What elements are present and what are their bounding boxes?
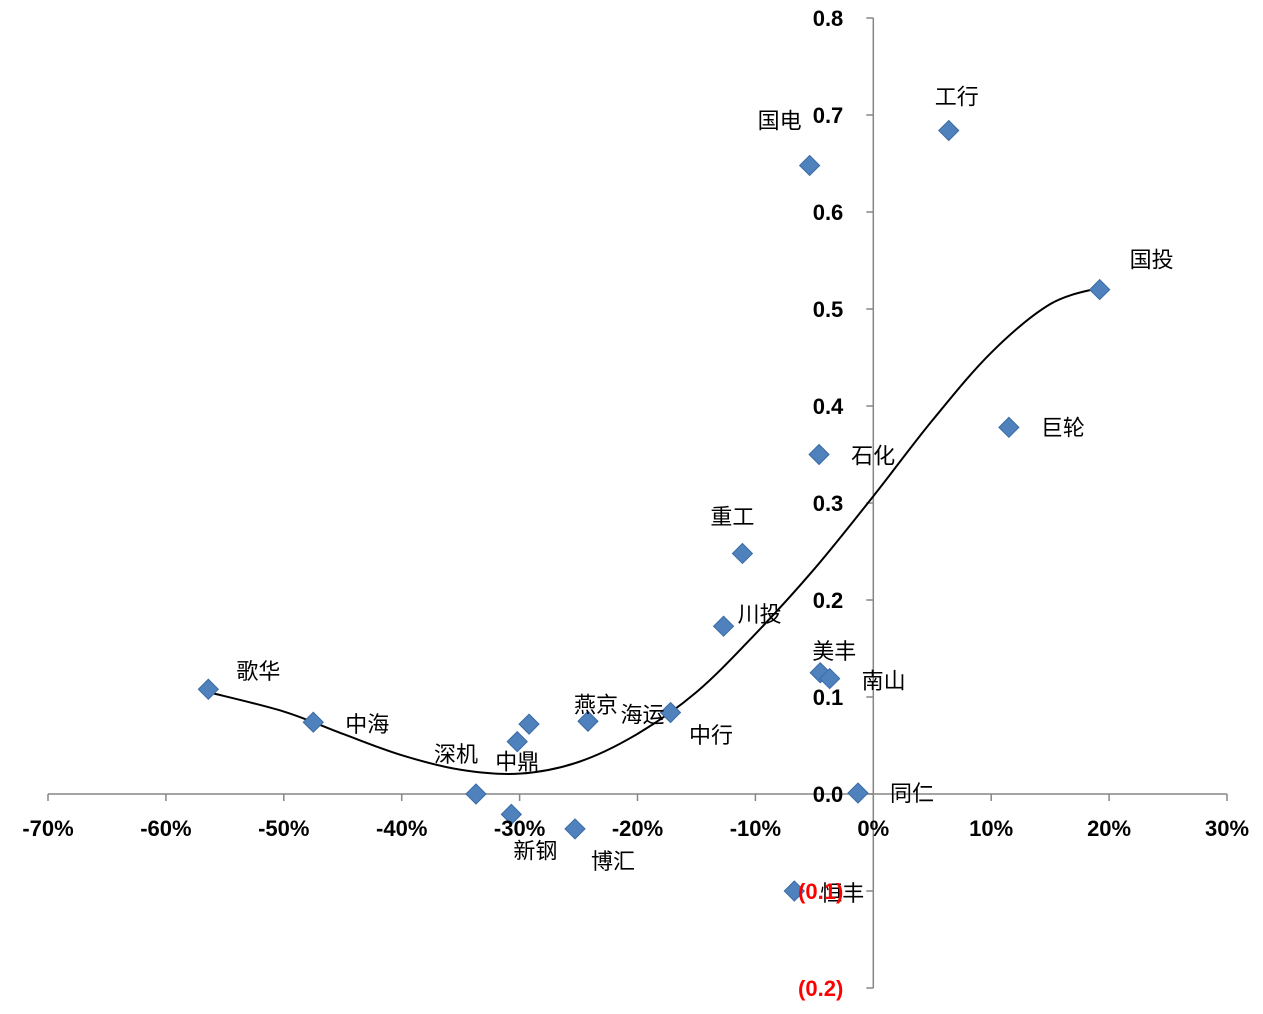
point-label: 工行 (935, 86, 979, 111)
data-point-marker (564, 818, 586, 840)
y-tick-label: 0.4 (813, 394, 844, 419)
data-point-marker (712, 615, 735, 637)
data-point-marker (798, 154, 821, 177)
data-point-marker (506, 730, 528, 753)
tick-labels: -70% -60% -50% -40% -30% -20% -10% 0% 10% 20% 30% 0… (22, 6, 1249, 1001)
x-tick-label: 20% (1087, 816, 1131, 841)
data-point-marker (847, 782, 869, 804)
point-label: 中鼎 (495, 751, 539, 776)
data-point-marker (197, 678, 220, 700)
data-point-marker (808, 443, 830, 466)
y-tick-label: 0.3 (813, 491, 844, 516)
data-point-marker (938, 119, 960, 142)
x-tick-label: -40% (376, 816, 427, 841)
data-point-marker (518, 713, 540, 735)
point-label: 中海 (345, 713, 389, 738)
x-tick-label: -60% (140, 816, 191, 841)
y-tick-label: (0.2) (798, 976, 843, 1001)
x-tick-label: 0% (857, 816, 889, 841)
point-label: 中行 (689, 724, 733, 749)
point-label: 巨轮 (1041, 416, 1085, 441)
point-label: 川投 (738, 603, 782, 628)
y-tick-label: 0.2 (813, 588, 844, 613)
point-label: 石化 (851, 445, 895, 470)
data-points (197, 119, 1111, 902)
data-point-marker (465, 783, 487, 805)
y-tick-label: 0.0 (813, 782, 844, 807)
point-label: 南山 (862, 670, 906, 695)
point-label: 国电 (758, 109, 802, 134)
data-point-marker (998, 416, 1020, 439)
y-tick-label: 0.7 (813, 103, 844, 128)
x-tick-label: -20% (612, 816, 663, 841)
y-tick-label: 0.1 (813, 685, 844, 710)
point-label: 恒丰 (820, 882, 864, 907)
point-label: 美丰 (812, 640, 856, 665)
point-label: 博汇 (591, 850, 635, 875)
x-tick-label: -70% (22, 816, 73, 841)
data-point-marker (577, 710, 599, 732)
point-label: 深机 (434, 743, 478, 768)
data-point-marker (818, 667, 841, 690)
point-label: 燕京 (574, 693, 618, 718)
data-point-marker (659, 701, 682, 724)
x-tick-label: -50% (258, 816, 309, 841)
point-label: 歌华 (236, 660, 280, 685)
y-tick-label: 0.5 (813, 297, 844, 322)
trend-curve (208, 286, 1100, 776)
x-tick-label: 30% (1205, 816, 1249, 841)
y-tick-label: (0.1) (798, 879, 843, 904)
point-label: 海运 (621, 704, 665, 729)
x-tick-label: 10% (969, 816, 1013, 841)
point-label: 同仁 (890, 782, 934, 807)
point-label: 国投 (1130, 249, 1174, 274)
axes (47, 17, 1228, 989)
data-point-marker (1088, 278, 1111, 301)
x-tick-label: -30% (494, 816, 545, 841)
data-point-marker (500, 803, 523, 826)
trend-curve-group (208, 286, 1100, 776)
y-tick-label: 0.6 (813, 200, 844, 225)
data-point-marker (783, 880, 806, 902)
data-point-marker (302, 711, 324, 733)
y-tick-label: 0.8 (813, 6, 844, 31)
data-point-marker (731, 542, 754, 565)
x-tick-label: -10% (730, 816, 781, 841)
point-label: 重工 (710, 505, 754, 530)
point-label: 新钢 (513, 839, 557, 864)
